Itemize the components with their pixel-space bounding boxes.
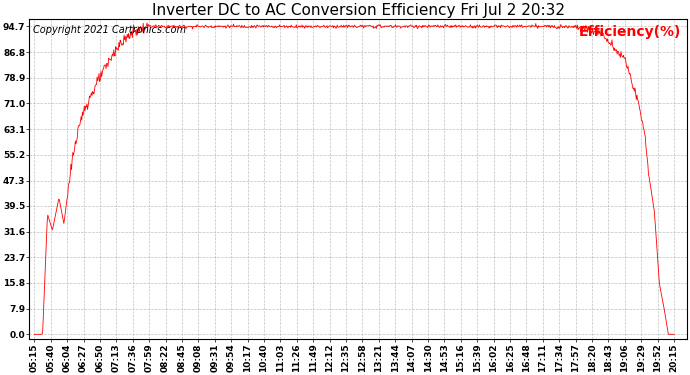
Title: Inverter DC to AC Conversion Efficiency Fri Jul 2 20:32: Inverter DC to AC Conversion Efficiency … xyxy=(152,3,565,18)
Text: Efficiency(%): Efficiency(%) xyxy=(578,26,680,39)
Text: Copyright 2021 Cartronics.com: Copyright 2021 Cartronics.com xyxy=(32,26,186,35)
